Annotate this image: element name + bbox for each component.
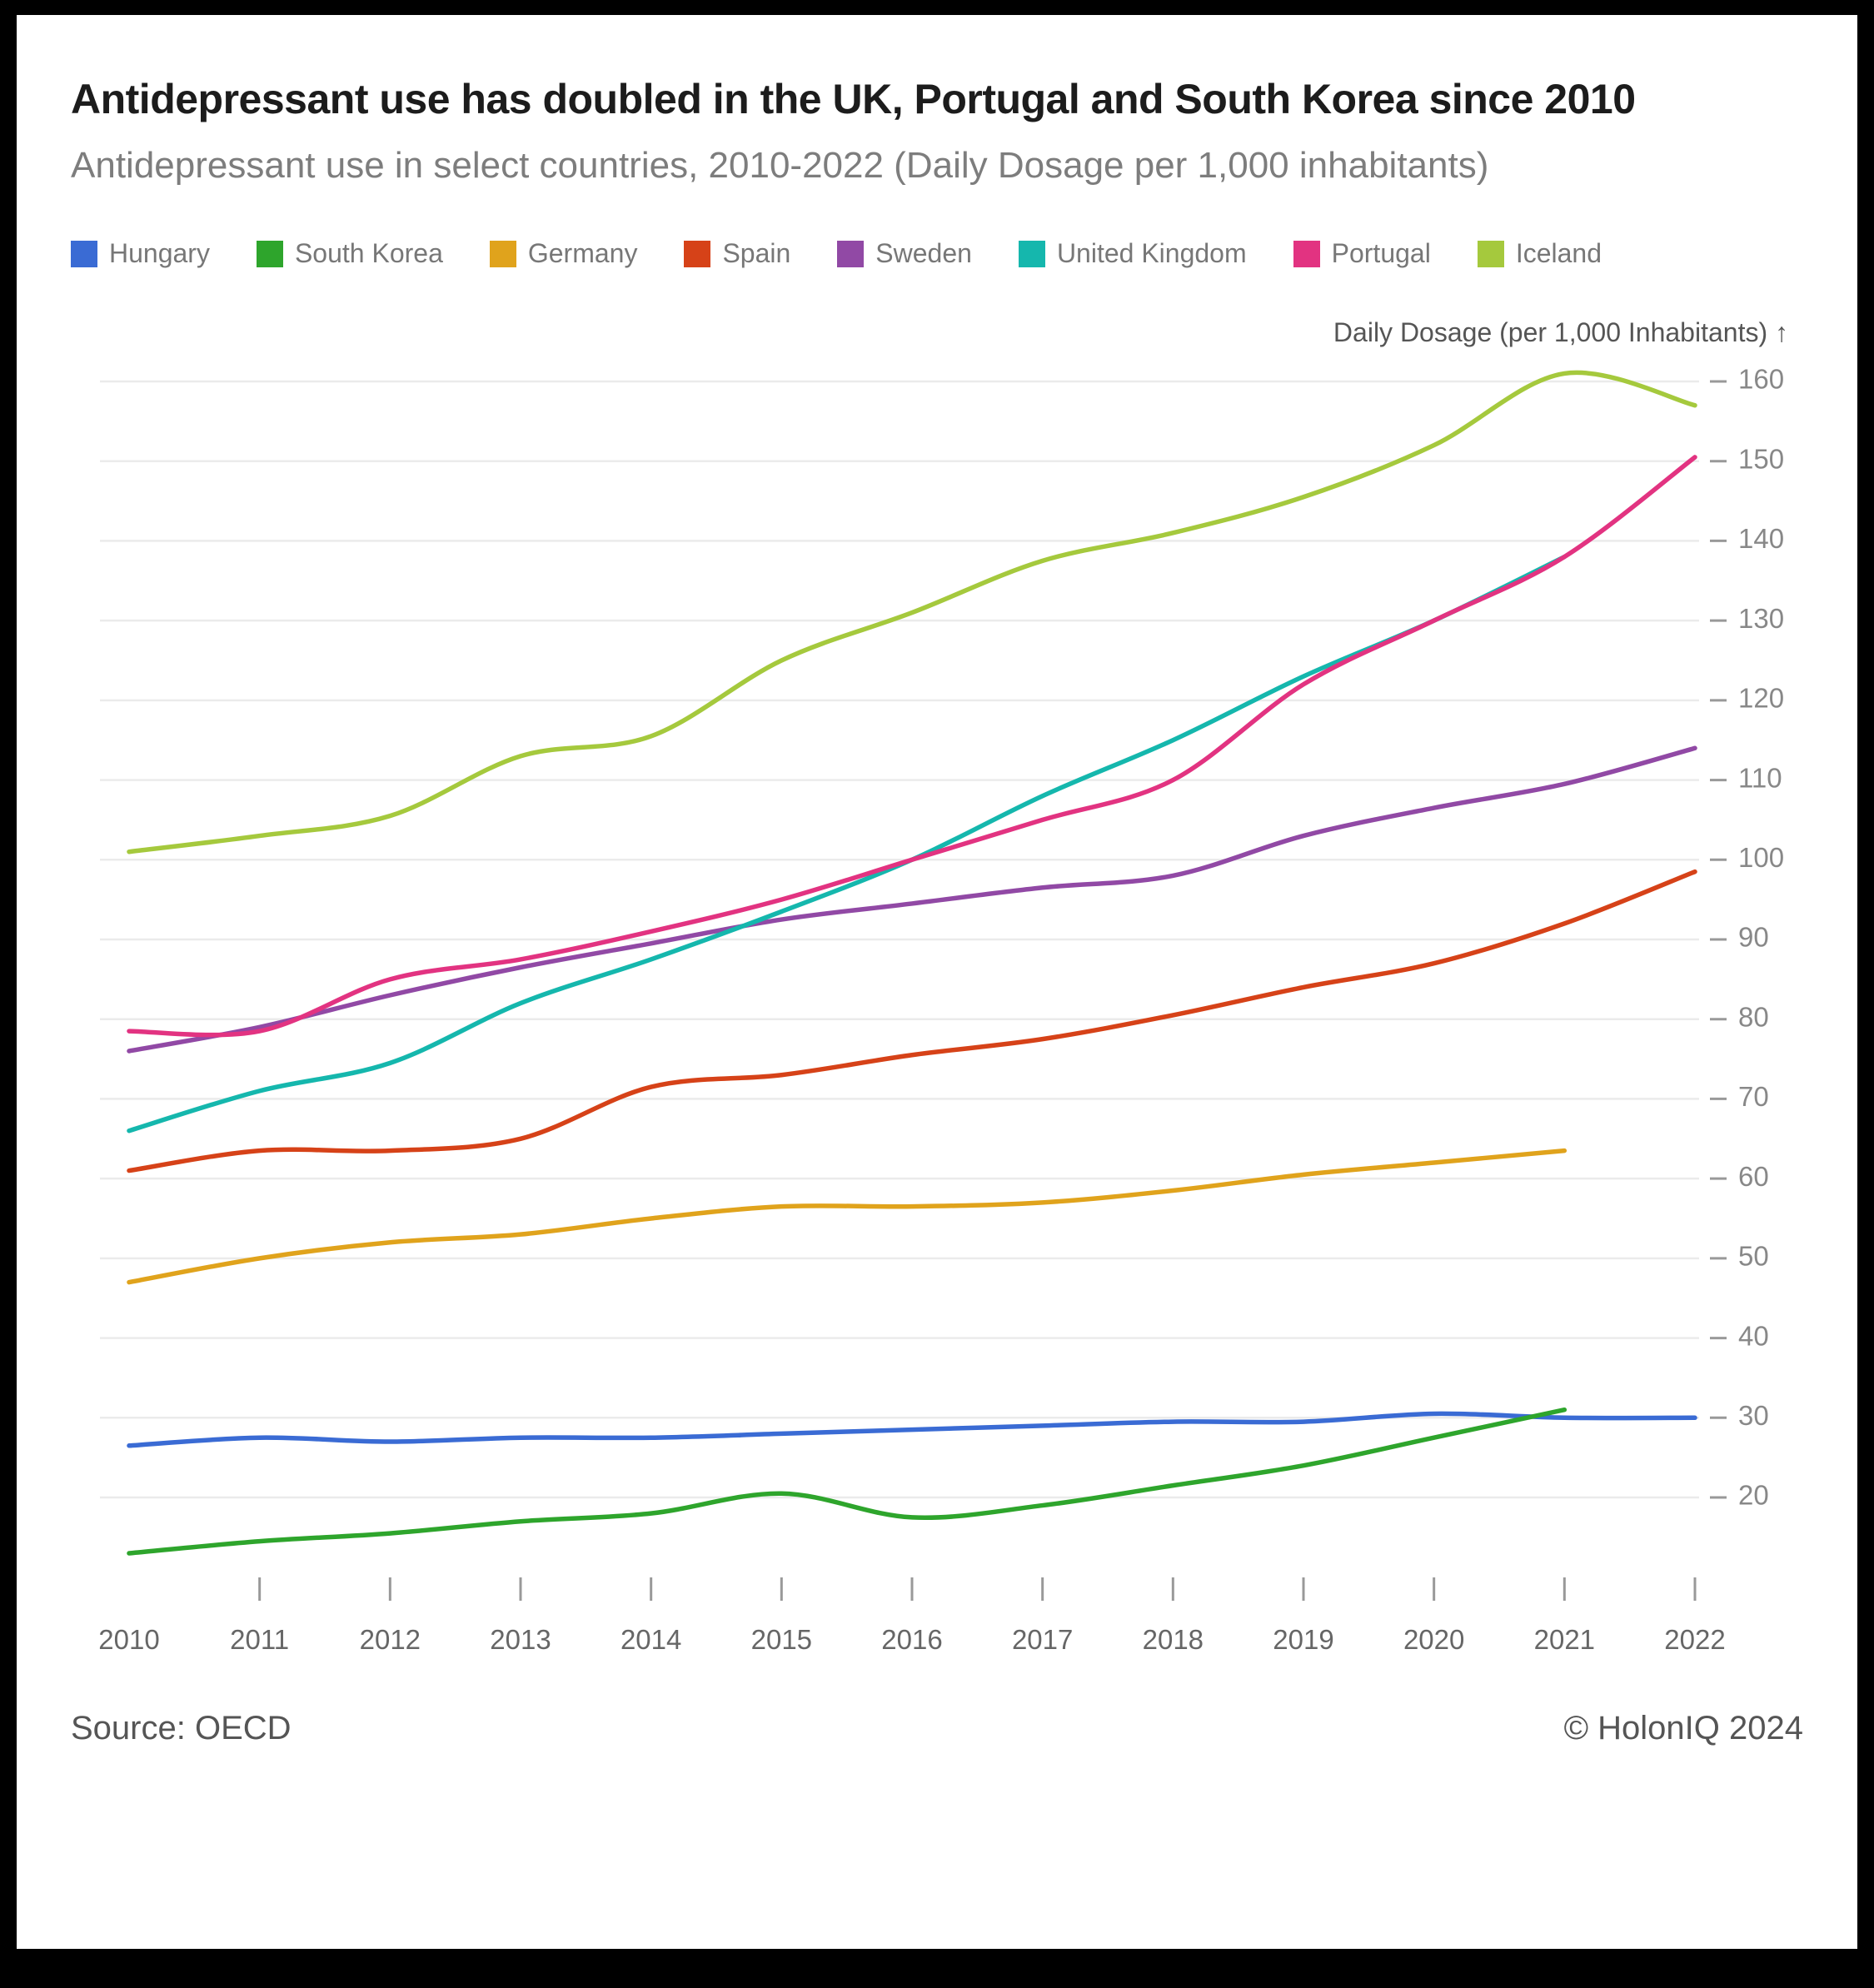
x-tick-label: 2015 [751, 1624, 812, 1655]
legend-swatch [256, 240, 283, 267]
legend-item-sweden: Sweden [837, 238, 972, 269]
y-axis-title: Daily Dosage (per 1,000 Inhabitants) ↑ [1333, 317, 1788, 347]
legend-swatch [71, 240, 97, 267]
legend-item-hungary: Hungary [71, 238, 210, 269]
source-label: Source: OECD [71, 1710, 292, 1746]
credit-label: © HolonIQ 2024 [1563, 1710, 1803, 1746]
y-tick-label: 150 [1738, 443, 1784, 474]
x-tick-label: 2016 [881, 1624, 942, 1655]
page-title: Antidepressant use has doubled in the UK… [71, 76, 1636, 122]
legend-label: Hungary [109, 238, 210, 268]
legend-label: South Korea [294, 238, 443, 268]
y-tick-label: 60 [1738, 1161, 1769, 1192]
y-tick-label: 100 [1738, 842, 1784, 873]
y-tick-label: 50 [1738, 1241, 1769, 1272]
legend-label: Spain [722, 238, 791, 268]
legend-swatch [1018, 240, 1045, 267]
x-tick-label: 2011 [230, 1624, 289, 1655]
x-tick-label: 2018 [1143, 1624, 1204, 1655]
series-line-portugal [127, 455, 1697, 1038]
series-line-germany [127, 1148, 1567, 1285]
legend-swatch [837, 240, 865, 267]
legend-label: Iceland [1515, 238, 1602, 268]
series-line-south-korea [127, 1407, 1567, 1556]
legend: Hungary South Korea Germany Spain Sweden Unit… [71, 238, 1803, 269]
legend-item-iceland: Iceland [1477, 238, 1602, 269]
y-tick-label: 40 [1738, 1320, 1769, 1351]
series-line-sweden [127, 745, 1697, 1054]
legend-item-spain: Spain [684, 238, 790, 269]
chart-card: Antidepressant use has doubled in the UK… [17, 15, 1857, 1949]
y-tick-label: 110 [1738, 762, 1782, 793]
legend-label: United Kingdom [1056, 238, 1247, 268]
series-line-hungary [127, 1411, 1697, 1448]
line-chart: 20 30 40 50 60 70 80 90 100 110 120 130 140 150 160 201… [98, 364, 1784, 1655]
legend-item-south-korea: South Korea [256, 238, 443, 269]
page-subtitle: Antidepressant use in select countries, … [71, 145, 1489, 186]
x-tick-label: 2017 [1012, 1624, 1073, 1655]
x-tick-label: 2020 [1403, 1624, 1464, 1655]
y-tick-label: 20 [1738, 1480, 1769, 1511]
legend-swatch [489, 240, 516, 267]
y-tick-label: 120 [1738, 683, 1784, 714]
legend-swatch [684, 240, 711, 267]
legend-label: Portugal [1331, 238, 1431, 268]
y-tick-label: 80 [1738, 1001, 1769, 1032]
series-line-iceland [127, 370, 1697, 854]
y-tick-label: 70 [1738, 1081, 1769, 1112]
series-line-united-kingdom [127, 554, 1567, 1134]
legend-swatch [1477, 240, 1504, 267]
y-tick-label: 140 [1738, 523, 1784, 554]
legend-item-united-kingdom: United Kingdom [1018, 238, 1247, 269]
y-tick-label: 90 [1738, 922, 1769, 953]
chart-area: 20 30 40 50 60 70 80 90 100 110 120 130 140 150 160 201… [71, 356, 1803, 1677]
y-tick-label: 130 [1738, 603, 1784, 634]
x-tick-label: 2010 [98, 1624, 159, 1655]
x-tick-label: 2019 [1273, 1624, 1333, 1655]
legend-item-portugal: Portugal [1293, 238, 1431, 269]
legend-swatch [1293, 240, 1320, 267]
x-tick-label: 2022 [1664, 1624, 1725, 1655]
x-tick-label: 2012 [360, 1624, 421, 1655]
x-tick-label: 2014 [621, 1624, 681, 1655]
legend-label: Germany [527, 238, 638, 268]
x-tick-label: 2021 [1534, 1624, 1595, 1655]
series-line-spain [127, 869, 1697, 1173]
y-tick-label: 160 [1738, 364, 1784, 395]
x-tick-label: 2013 [490, 1624, 551, 1655]
y-tick-label: 30 [1738, 1400, 1769, 1431]
legend-item-germany: Germany [489, 238, 638, 269]
legend-label: Sweden [875, 238, 972, 268]
